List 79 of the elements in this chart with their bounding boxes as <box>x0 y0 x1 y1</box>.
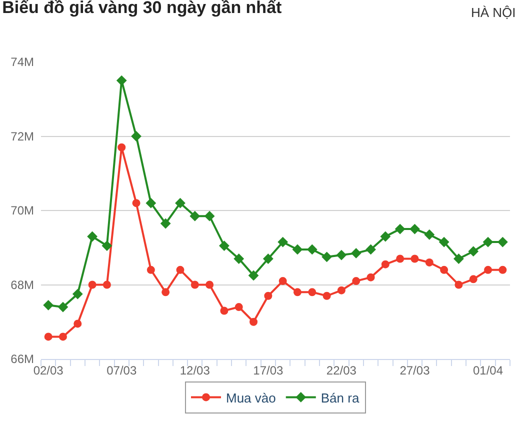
point <box>43 300 54 310</box>
legend-label: Mua vào <box>226 390 276 406</box>
point <box>250 318 258 326</box>
point <box>219 240 230 251</box>
point <box>468 246 479 257</box>
point <box>497 236 508 248</box>
point <box>58 332 67 341</box>
point <box>498 266 507 274</box>
point <box>425 258 434 266</box>
point <box>394 224 406 234</box>
legend-label: Bán ra <box>320 390 360 406</box>
point <box>190 210 200 222</box>
point <box>278 277 287 286</box>
point <box>88 280 96 289</box>
point <box>220 306 228 315</box>
point <box>350 248 362 258</box>
x-tick-label: 17/03 <box>253 363 284 378</box>
point <box>336 250 347 260</box>
point <box>322 292 331 300</box>
point <box>118 143 126 152</box>
point <box>366 244 376 255</box>
point <box>484 266 492 274</box>
point <box>482 236 494 248</box>
point <box>293 288 302 296</box>
point <box>366 273 375 282</box>
point <box>440 266 448 274</box>
point <box>424 229 435 240</box>
point <box>454 280 463 289</box>
point <box>162 288 170 296</box>
point <box>160 218 171 229</box>
point <box>264 292 272 300</box>
point <box>234 254 244 264</box>
x-tick-label: 01/04 <box>473 363 504 378</box>
point <box>396 254 404 263</box>
point <box>292 244 303 255</box>
x-tick-label: 07/03 <box>106 363 137 378</box>
point <box>146 198 156 208</box>
point <box>131 131 142 142</box>
chart-subtitle: HÀ NỘI <box>471 5 516 20</box>
point <box>308 288 316 296</box>
point <box>410 254 419 263</box>
x-tick-label: 27/03 <box>400 363 430 378</box>
point <box>322 252 332 262</box>
point <box>381 260 390 268</box>
x-tick-label: 02/03 <box>33 363 64 378</box>
point <box>248 270 259 281</box>
point <box>58 302 68 312</box>
point <box>146 266 155 274</box>
point <box>132 199 140 208</box>
point <box>262 254 274 264</box>
point <box>102 280 111 289</box>
point <box>410 224 420 234</box>
x-tick-label: 22/03 <box>326 363 357 378</box>
point <box>74 320 82 328</box>
point <box>337 286 346 294</box>
point <box>278 236 288 248</box>
point <box>116 75 127 86</box>
point <box>438 236 450 248</box>
point <box>469 275 478 284</box>
point <box>102 240 112 251</box>
point <box>352 277 360 286</box>
point <box>234 303 243 312</box>
point <box>176 266 184 274</box>
point <box>380 231 391 242</box>
point <box>454 254 464 264</box>
point <box>306 244 318 255</box>
point <box>175 198 186 208</box>
y-tick-label: 70M <box>10 204 34 218</box>
point <box>204 210 215 222</box>
point <box>44 332 52 341</box>
y-tick-label: 68M <box>10 278 34 292</box>
x-tick-label: 12/03 <box>180 363 210 378</box>
y-tick-label: 74M <box>10 55 34 70</box>
point <box>206 280 214 289</box>
point <box>87 231 98 242</box>
y-tick-label: 66M <box>10 352 34 366</box>
point <box>72 288 83 300</box>
y-tick-label: 72M <box>10 129 34 144</box>
point <box>190 280 199 289</box>
